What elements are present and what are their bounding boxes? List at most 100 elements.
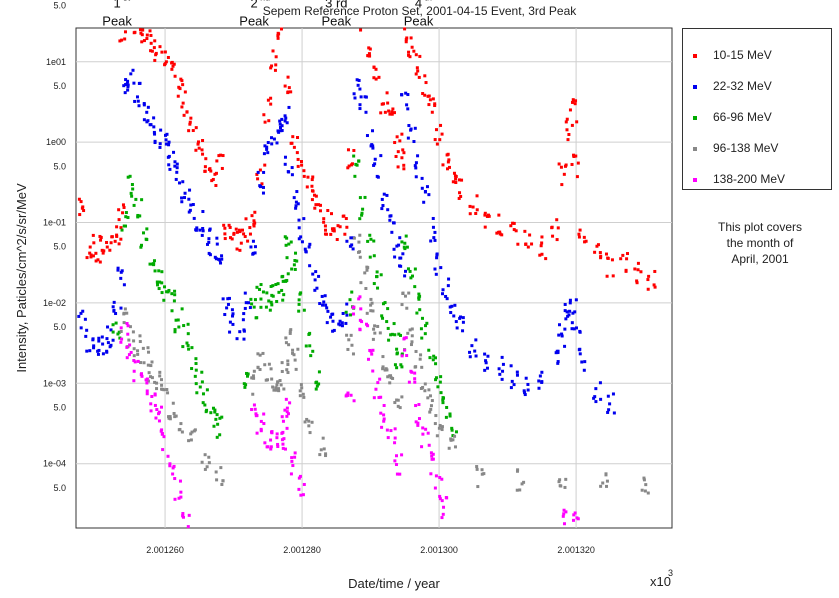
data-point xyxy=(231,314,235,318)
data-point xyxy=(305,417,309,421)
data-point xyxy=(393,436,397,440)
data-point xyxy=(570,327,574,331)
data-point xyxy=(198,228,202,232)
data-point xyxy=(459,194,463,198)
data-point xyxy=(248,232,252,236)
data-point xyxy=(108,248,112,252)
x-tick-label: 2.001300 xyxy=(420,545,458,555)
data-point xyxy=(279,27,283,31)
data-point xyxy=(97,348,101,352)
data-point xyxy=(400,132,404,136)
data-point xyxy=(639,270,643,274)
data-point xyxy=(409,276,413,280)
data-point xyxy=(132,203,136,207)
data-point xyxy=(177,85,181,89)
data-point xyxy=(400,453,404,457)
data-point xyxy=(220,166,224,170)
data-point xyxy=(291,351,295,355)
data-point xyxy=(434,272,438,276)
data-point xyxy=(364,110,368,114)
series-group xyxy=(77,27,657,291)
data-point xyxy=(557,333,561,337)
data-point xyxy=(424,324,428,328)
data-point xyxy=(219,261,223,265)
data-point xyxy=(346,166,350,170)
data-point xyxy=(274,63,278,67)
data-point xyxy=(166,55,170,59)
data-point xyxy=(276,444,280,448)
data-point xyxy=(105,245,109,249)
data-point xyxy=(363,271,367,275)
data-point xyxy=(110,235,114,239)
data-point xyxy=(323,294,327,298)
data-point xyxy=(392,247,396,251)
data-point xyxy=(141,28,145,32)
data-point xyxy=(218,416,222,420)
data-point xyxy=(297,487,301,491)
data-point xyxy=(344,321,348,325)
data-point xyxy=(298,389,302,393)
legend-label: 138-200 MeV xyxy=(713,172,786,186)
data-point xyxy=(124,211,128,215)
data-point xyxy=(509,224,513,228)
data-point xyxy=(284,116,288,120)
data-point xyxy=(555,218,559,222)
data-point xyxy=(382,404,386,408)
data-point xyxy=(308,431,312,435)
data-point xyxy=(145,392,149,396)
data-point xyxy=(153,132,157,136)
data-point xyxy=(394,463,398,467)
legend-item: 22-32 MeV xyxy=(693,76,772,96)
data-point xyxy=(574,298,578,302)
data-point xyxy=(394,454,398,458)
data-point xyxy=(114,321,118,325)
data-point xyxy=(282,437,286,441)
data-point xyxy=(283,114,287,118)
data-point xyxy=(358,217,362,221)
data-point xyxy=(244,383,248,387)
data-point xyxy=(386,375,390,379)
data-point xyxy=(259,185,263,189)
data-point xyxy=(160,387,164,391)
data-point xyxy=(406,93,410,97)
data-point xyxy=(163,50,167,54)
data-point xyxy=(315,384,319,388)
data-point xyxy=(405,245,409,249)
data-point xyxy=(389,374,393,378)
y-tick-label: 1e-04 xyxy=(43,459,66,469)
data-point xyxy=(83,317,87,321)
data-point xyxy=(287,105,291,109)
data-point xyxy=(179,490,183,494)
data-point xyxy=(315,286,319,290)
data-point xyxy=(203,453,207,457)
data-point xyxy=(389,429,393,433)
data-point xyxy=(125,356,129,360)
x-tick-label: 2.001260 xyxy=(146,545,184,555)
data-point xyxy=(441,163,445,167)
data-point xyxy=(254,412,258,416)
data-point xyxy=(364,95,368,99)
data-point xyxy=(598,251,602,255)
data-point xyxy=(414,349,418,353)
data-point xyxy=(447,165,451,169)
data-point xyxy=(123,307,127,311)
data-point xyxy=(351,352,355,356)
data-point xyxy=(570,162,574,166)
data-point xyxy=(92,346,96,350)
data-point xyxy=(163,62,167,66)
data-point xyxy=(272,388,276,392)
data-point xyxy=(250,214,254,218)
data-point xyxy=(283,119,287,123)
data-point xyxy=(575,516,579,520)
data-point xyxy=(195,391,199,395)
data-point xyxy=(288,329,292,333)
data-point xyxy=(276,380,280,384)
data-point xyxy=(116,268,120,272)
data-point xyxy=(431,225,435,229)
data-point xyxy=(642,478,646,482)
data-point xyxy=(428,98,432,102)
data-point xyxy=(298,292,302,296)
data-point xyxy=(265,291,269,295)
data-point xyxy=(124,83,128,87)
data-point xyxy=(350,162,354,166)
